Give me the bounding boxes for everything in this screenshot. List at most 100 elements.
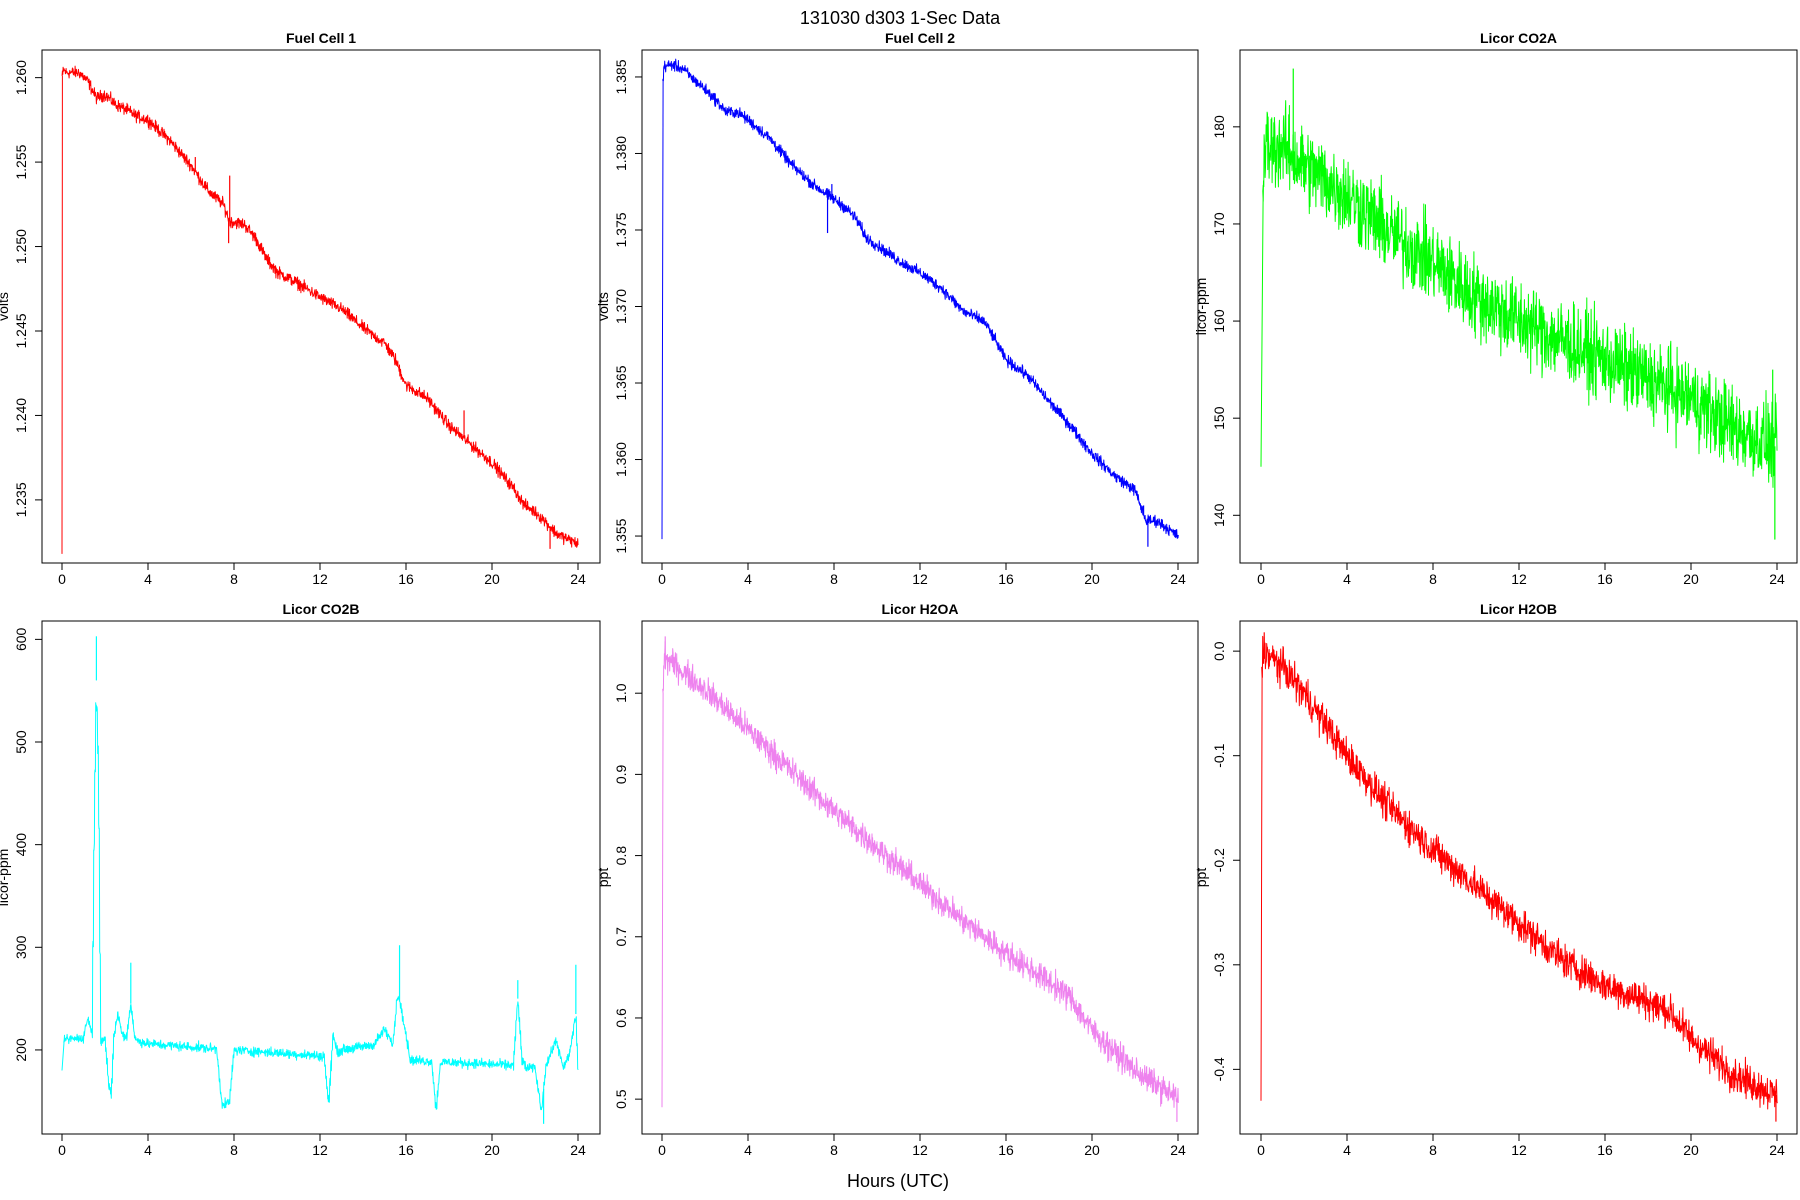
x-tick-label: 24 [570, 1142, 586, 1158]
series-line [661, 58, 1179, 540]
y-tick-label: 1.240 [13, 398, 29, 433]
y-tick-label: 200 [13, 1038, 29, 1062]
y-tick-label: 600 [13, 627, 29, 651]
series-line [61, 702, 579, 1111]
x-tick-label: 20 [484, 571, 500, 587]
chart-panel: Licor CO2B 0 4 8 12 16 20 24 200 300 400 500 600 lico… [0, 601, 601, 1158]
y-tick-label: 400 [13, 833, 29, 857]
y-tick-label: 1.235 [13, 482, 29, 517]
x-tick-label: 4 [144, 1142, 152, 1158]
y-tick-label: 1.255 [13, 144, 29, 179]
x-tick-label: 8 [230, 1142, 238, 1158]
y-tick-label: 1.370 [613, 289, 629, 324]
x-tick-label: 4 [1343, 571, 1351, 587]
y-axis-label: volts [0, 292, 11, 321]
x-tick-label: 8 [1429, 1142, 1437, 1158]
x-tick-label: 12 [1511, 1142, 1527, 1158]
x-tick-label: 0 [658, 1142, 666, 1158]
x-tick-label: 12 [912, 571, 928, 587]
x-tick-label: 24 [1769, 571, 1785, 587]
x-tick-label: 4 [144, 571, 152, 587]
y-tick-label: 180 [1211, 115, 1227, 139]
y-tick-label: 1.250 [13, 229, 29, 264]
chart-panel: Licor CO2A 0 4 8 12 16 20 24 140 150 160 170 180 lico… [1193, 30, 1798, 587]
y-tick-label: -0.1 [1211, 743, 1227, 767]
panel-title: Licor CO2A [1480, 30, 1557, 46]
y-axis-label: licor-ppm [1193, 278, 1209, 336]
y-tick-label: 1.360 [613, 442, 629, 477]
x-tick-label: 4 [1343, 1142, 1351, 1158]
y-tick-label: 300 [13, 935, 29, 959]
x-tick-label: 16 [998, 571, 1014, 587]
x-tick-label: 12 [312, 571, 328, 587]
y-axis-label: volts [595, 292, 611, 321]
x-tick-label: 16 [398, 1142, 414, 1158]
x-axis-title: Hours (UTC) [847, 1171, 949, 1191]
y-tick-label: 150 [1211, 406, 1227, 430]
x-tick-label: 20 [1084, 571, 1100, 587]
x-tick-label: 20 [1683, 1142, 1699, 1158]
x-tick-label: 8 [830, 571, 838, 587]
y-tick-label: 1.385 [613, 59, 629, 94]
y-axis-label: ppt [1193, 868, 1209, 888]
y-tick-label: 0.8 [613, 846, 629, 866]
series-line [1260, 100, 1778, 488]
y-tick-label: 1.375 [613, 212, 629, 247]
x-tick-label: 24 [1170, 571, 1186, 587]
chart-panel: Licor H2OA 0 4 8 12 16 20 24 0.5 0.6 0.7 0.8 0.9 1.0 p… [595, 601, 1199, 1158]
y-tick-label: 170 [1211, 212, 1227, 236]
x-tick-label: 16 [1597, 1142, 1613, 1158]
x-tick-label: 0 [1257, 571, 1265, 587]
y-tick-label: 1.0 [613, 683, 629, 703]
x-tick-label: 16 [998, 1142, 1014, 1158]
panel-title: Licor H2OA [881, 601, 958, 617]
series-line [61, 65, 579, 554]
series-line [1260, 635, 1778, 1110]
y-tick-label: 0.5 [613, 1089, 629, 1109]
x-tick-label: 4 [744, 571, 752, 587]
x-tick-label: 0 [58, 1142, 66, 1158]
chart-panel: Fuel Cell 2 0 4 8 12 16 20 24 1.355 1.360 1.365 1.3… [595, 30, 1199, 587]
x-tick-label: 24 [570, 571, 586, 587]
x-tick-label: 20 [1683, 571, 1699, 587]
y-tick-label: 0.6 [613, 1008, 629, 1028]
y-tick-label: 0.9 [613, 764, 629, 784]
x-tick-label: 0 [658, 571, 666, 587]
x-tick-label: 12 [912, 1142, 928, 1158]
x-tick-label: 20 [484, 1142, 500, 1158]
y-tick-label: 1.260 [13, 60, 29, 95]
panel-title: Licor CO2B [282, 601, 359, 617]
chart-panel: Fuel Cell 1 0 4 8 12 16 20 24 1.235 1.240 1.245 1.2… [0, 30, 601, 587]
y-axis-label: ppt [595, 868, 611, 888]
panel-title: Fuel Cell 2 [885, 30, 955, 46]
y-tick-label: -0.3 [1211, 953, 1227, 977]
panel-title: Fuel Cell 1 [286, 30, 356, 46]
y-tick-label: 500 [13, 730, 29, 754]
x-tick-label: 24 [1170, 1142, 1186, 1158]
y-tick-label: 160 [1211, 309, 1227, 333]
y-tick-label: 140 [1211, 503, 1227, 527]
x-tick-label: 24 [1769, 1142, 1785, 1158]
x-tick-label: 12 [312, 1142, 328, 1158]
x-tick-label: 16 [1597, 571, 1613, 587]
y-tick-label: 1.355 [613, 518, 629, 553]
y-tick-label: 1.380 [613, 136, 629, 171]
x-tick-label: 16 [398, 571, 414, 587]
x-tick-label: 0 [58, 571, 66, 587]
chart-panel: Licor H2OB 0 4 8 12 16 20 24 -0.4 -0.3 -0.2 -0.1 0.0… [1193, 601, 1798, 1158]
x-tick-label: 8 [230, 571, 238, 587]
x-tick-label: 0 [1257, 1142, 1265, 1158]
y-tick-label: 1.245 [13, 313, 29, 348]
x-tick-label: 8 [1429, 571, 1437, 587]
x-tick-label: 12 [1511, 571, 1527, 587]
page-title: 131030 d303 1-Sec Data [800, 8, 1001, 28]
y-axis-label: licor-ppm [0, 849, 11, 907]
y-tick-label: -0.2 [1211, 848, 1227, 872]
panel-title: Licor H2OB [1480, 601, 1557, 617]
x-tick-label: 4 [744, 1142, 752, 1158]
y-tick-label: -0.4 [1211, 1057, 1227, 1081]
x-tick-label: 8 [830, 1142, 838, 1158]
y-tick-label: 0.7 [613, 927, 629, 947]
x-tick-label: 20 [1084, 1142, 1100, 1158]
